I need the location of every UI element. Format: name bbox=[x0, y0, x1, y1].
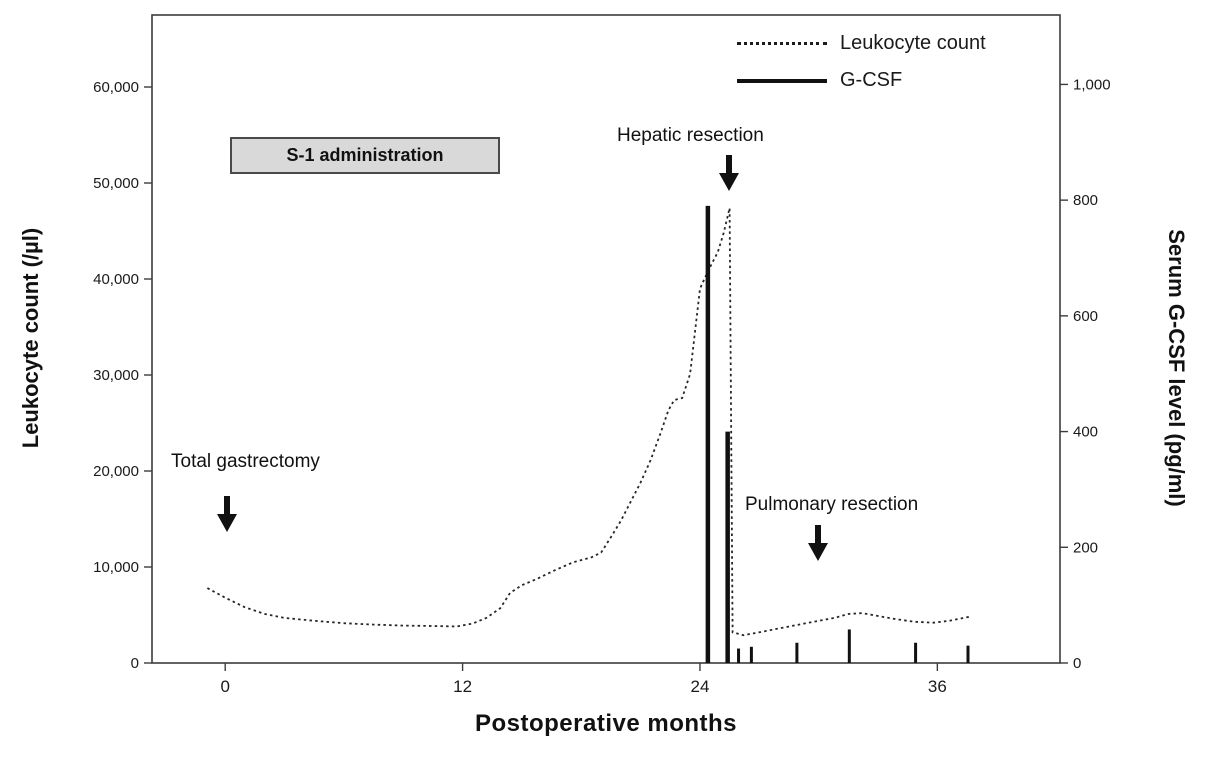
legend-item-gcsf: G-CSF bbox=[737, 62, 986, 99]
s1-administration-box: S-1 administration bbox=[230, 137, 500, 174]
annotation-total-gastrectomy: Total gastrectomy bbox=[171, 451, 320, 472]
dotted-line-sample-icon bbox=[737, 42, 827, 45]
svg-text:50,000: 50,000 bbox=[93, 175, 139, 192]
svg-text:24: 24 bbox=[691, 677, 710, 696]
legend-item-leukocyte: Leukocyte count bbox=[737, 25, 986, 62]
down-arrow-icon bbox=[217, 496, 237, 532]
svg-text:10,000: 10,000 bbox=[93, 559, 139, 576]
svg-text:36: 36 bbox=[928, 677, 947, 696]
svg-text:40,000: 40,000 bbox=[93, 271, 139, 288]
left-axis-title: Leukocyte count (/µl) bbox=[18, 227, 43, 449]
legend: Leukocyte count G-CSF bbox=[737, 25, 986, 99]
svg-text:400: 400 bbox=[1073, 424, 1098, 441]
annotation-hepatic-resection: Hepatic resection bbox=[617, 125, 764, 146]
svg-text:800: 800 bbox=[1073, 192, 1098, 209]
svg-text:1,000: 1,000 bbox=[1073, 76, 1111, 93]
right-axis-title: Serum G-CSF level (pg/ml) bbox=[1164, 229, 1189, 507]
svg-text:0: 0 bbox=[220, 677, 229, 696]
legend-label-gcsf: G-CSF bbox=[840, 69, 903, 91]
svg-text:200: 200 bbox=[1073, 539, 1098, 556]
down-arrow-icon bbox=[719, 155, 739, 191]
svg-text:12: 12 bbox=[453, 677, 472, 696]
x-axis-title: Postoperative months bbox=[474, 710, 738, 737]
svg-text:20,000: 20,000 bbox=[93, 463, 139, 480]
down-arrow-icon bbox=[808, 525, 828, 561]
legend-label-leukocyte: Leukocyte count bbox=[840, 32, 986, 54]
svg-text:0: 0 bbox=[131, 655, 139, 672]
svg-text:60,000: 60,000 bbox=[93, 79, 139, 96]
solid-line-sample-icon bbox=[737, 78, 827, 83]
svg-text:30,000: 30,000 bbox=[93, 367, 139, 384]
svg-text:600: 600 bbox=[1073, 308, 1098, 325]
annotation-pulmonary-resection: Pulmonary resection bbox=[745, 494, 919, 515]
svg-text:0: 0 bbox=[1073, 655, 1081, 672]
